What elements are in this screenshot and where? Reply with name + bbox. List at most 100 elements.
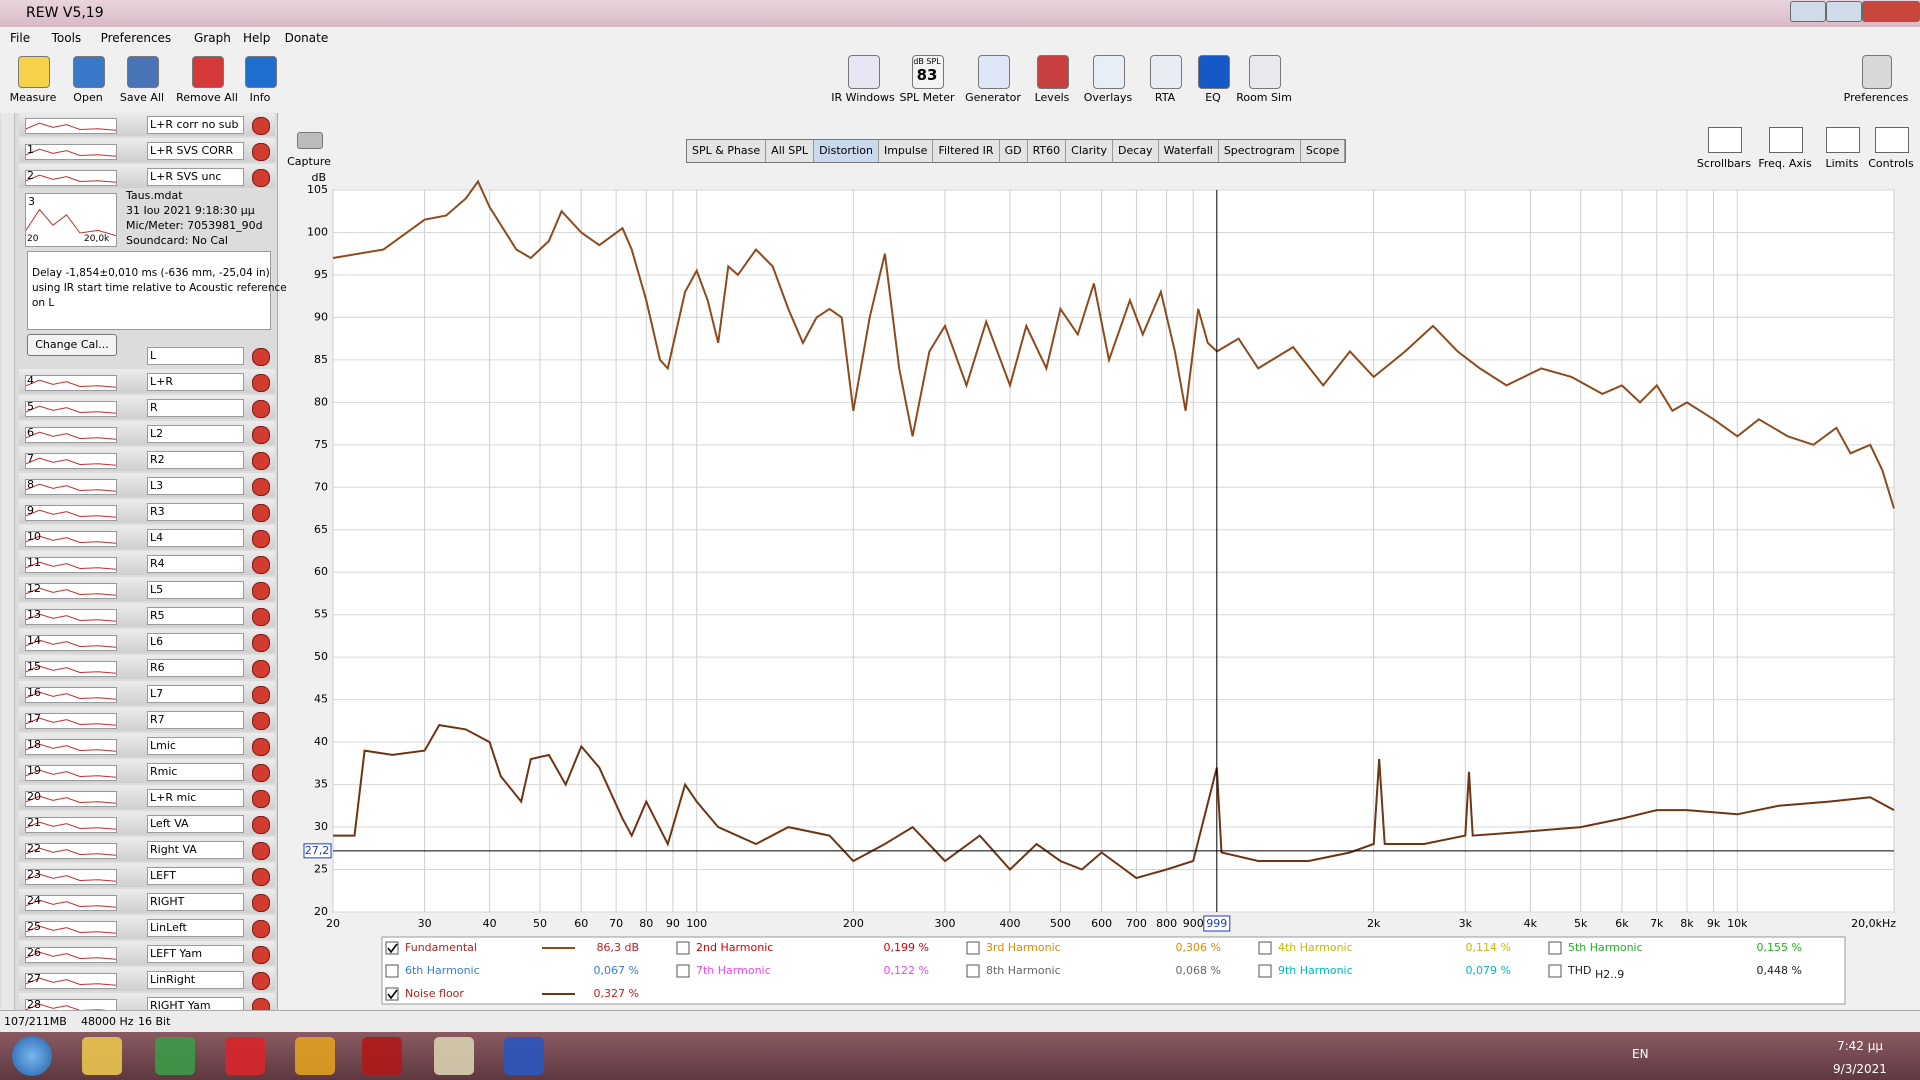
remove-button[interactable] (252, 920, 270, 938)
measurement-name[interactable]: Lmic (147, 737, 244, 755)
measurement-name[interactable]: R5 (147, 607, 244, 625)
remove-button[interactable] (252, 790, 270, 808)
control-label[interactable]: Scrollbars (1696, 157, 1752, 170)
remove-button[interactable] (252, 143, 270, 161)
capture-icon[interactable] (297, 132, 323, 149)
measurement-name[interactable]: R7 (147, 711, 244, 729)
measurement-name[interactable]: Rmic (147, 763, 244, 781)
menu-item[interactable]: Donate (284, 31, 329, 45)
remove-button[interactable] (252, 608, 270, 626)
toolbar-button[interactable]: Info (249, 91, 271, 104)
remove-button[interactable] (252, 764, 270, 782)
taskbar-app[interactable] (434, 1037, 474, 1075)
maximize-button[interactable] (1826, 1, 1862, 22)
tab[interactable]: Scope (1301, 140, 1346, 162)
menu-item[interactable]: Tools (51, 31, 82, 45)
tab[interactable]: Filtered IR (933, 140, 1000, 162)
taskbar-app[interactable] (295, 1037, 335, 1075)
control-label[interactable]: Limits (1825, 157, 1859, 170)
measurement-name[interactable]: R6 (147, 659, 244, 677)
remove-button[interactable] (252, 452, 270, 470)
measurement-name[interactable]: L+R SVS unc (147, 168, 244, 186)
taskbar-app[interactable] (155, 1037, 195, 1075)
remove-button[interactable] (252, 169, 270, 187)
remove-button[interactable] (252, 348, 270, 366)
remove-button[interactable] (252, 504, 270, 522)
measurement-name[interactable]: R4 (147, 555, 244, 573)
remove-button[interactable] (252, 582, 270, 600)
measurement-name[interactable]: L3 (147, 477, 244, 495)
toolbar-button[interactable]: Preferences (1843, 91, 1909, 104)
taskbar-app[interactable] (225, 1037, 265, 1075)
taskbar-app[interactable] (362, 1037, 402, 1075)
control-icon[interactable] (1769, 127, 1803, 153)
remove-button[interactable] (252, 117, 270, 135)
taskbar-app[interactable] (82, 1037, 122, 1075)
menu-item[interactable]: Preferences (100, 31, 172, 45)
measurement-name[interactable]: LinRight (147, 971, 244, 989)
tab[interactable]: Distortion (814, 140, 879, 162)
remove-button[interactable] (252, 478, 270, 496)
remove-button[interactable] (252, 868, 270, 886)
measurement-name[interactable]: Right VA (147, 841, 244, 859)
toolbar-button[interactable]: Room Sim (1236, 91, 1292, 104)
toolbar-button[interactable]: Levels (1034, 91, 1070, 104)
measurement-name[interactable]: L (147, 347, 244, 365)
control-icon[interactable] (1875, 127, 1909, 153)
measurement-name[interactable]: RIGHT (147, 893, 244, 911)
remove-button[interactable] (252, 686, 270, 704)
remove-button[interactable] (252, 738, 270, 756)
measurement-name[interactable]: LEFT (147, 867, 244, 885)
measurement-name[interactable]: L4 (147, 529, 244, 547)
menu-item[interactable]: Help (243, 31, 271, 45)
toolbar-button[interactable]: RTA (1154, 91, 1176, 104)
measurement-name[interactable]: L5 (147, 581, 244, 599)
control-label[interactable]: Freq. Axis (1758, 157, 1812, 170)
measurement-name[interactable]: L+R SVS CORR (147, 142, 244, 160)
tab[interactable]: Waterfall (1159, 140, 1219, 162)
remove-button[interactable] (252, 374, 270, 392)
control-label[interactable]: Controls (1868, 157, 1914, 170)
toolbar-button[interactable]: Measure (9, 91, 57, 104)
measurement-name[interactable]: L+R (147, 373, 244, 391)
menu-item[interactable]: File (10, 31, 31, 45)
remove-button[interactable] (252, 972, 270, 990)
minimize-button[interactable] (1790, 1, 1826, 22)
remove-button[interactable] (252, 660, 270, 678)
capture-label[interactable]: Capture (287, 155, 331, 168)
toolbar-button[interactable]: IR Windows (831, 91, 895, 104)
measurement-name[interactable]: R3 (147, 503, 244, 521)
remove-button[interactable] (252, 530, 270, 548)
tab[interactable]: RT60 (1028, 140, 1067, 162)
tab[interactable]: Decay (1113, 140, 1159, 162)
tab[interactable]: Clarity (1066, 140, 1114, 162)
remove-button[interactable] (252, 426, 270, 444)
measurement-name[interactable]: L7 (147, 685, 244, 703)
change-cal-button[interactable]: Change Cal... (27, 334, 117, 356)
control-icon[interactable] (1826, 127, 1860, 153)
measurement-name[interactable]: Left VA (147, 815, 244, 833)
measurement-name[interactable]: L2 (147, 425, 244, 443)
remove-button[interactable] (252, 712, 270, 730)
toolbar-button[interactable]: SPL Meter (899, 91, 955, 104)
remove-button[interactable] (252, 400, 270, 418)
close-button[interactable] (1862, 1, 1920, 22)
taskbar-app[interactable] (504, 1037, 544, 1075)
menu-item[interactable]: Graph (194, 31, 231, 45)
tab[interactable]: SPL & Phase (687, 140, 767, 162)
toolbar-button[interactable]: Overlays (1083, 91, 1133, 104)
measurement-name[interactable]: LinLeft (147, 919, 244, 937)
measurement-name[interactable]: R (147, 399, 244, 417)
toolbar-button[interactable]: Remove All (176, 91, 238, 104)
toolbar-button[interactable]: Generator (965, 91, 1021, 104)
measurement-name[interactable]: R2 (147, 451, 244, 469)
remove-button[interactable] (252, 842, 270, 860)
measurement-name[interactable]: L6 (147, 633, 244, 651)
measurement-name[interactable]: L+R mic (147, 789, 244, 807)
remove-button[interactable] (252, 816, 270, 834)
measurement-name[interactable]: L+R corr no sub (147, 116, 244, 134)
toolbar-button[interactable]: EQ (1205, 91, 1221, 104)
start-button[interactable] (12, 1036, 52, 1076)
remove-button[interactable] (252, 946, 270, 964)
control-icon[interactable] (1708, 127, 1742, 153)
